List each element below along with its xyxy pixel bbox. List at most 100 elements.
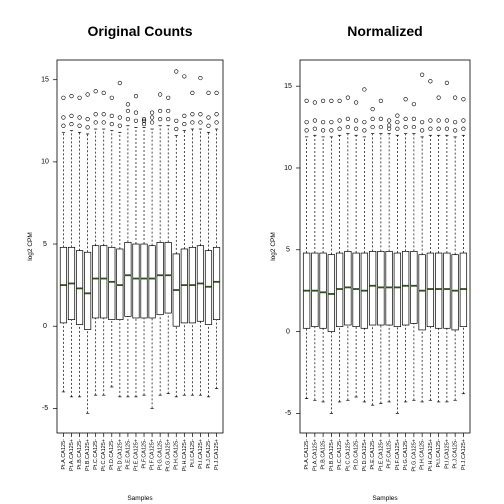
outlier [101, 120, 106, 125]
outlier [158, 108, 163, 114]
outlier [69, 94, 74, 99]
outlier [403, 124, 408, 130]
x-tick-label: Pt.F.CA125- [387, 439, 393, 469]
outlier [354, 100, 359, 105]
outlier [312, 100, 317, 105]
box [319, 252, 327, 329]
outlier [198, 75, 203, 81]
x-tick-label: Pt.E.CA125- [125, 439, 131, 470]
outlier [69, 121, 74, 127]
y-tick-label: 0 [43, 323, 47, 330]
outlier [304, 120, 309, 125]
outlier [362, 120, 367, 125]
outlier [312, 126, 317, 131]
outlier [354, 126, 359, 131]
x-tick-label: Pt.A.CA125- [304, 439, 310, 470]
outlier [133, 118, 139, 123]
box [368, 251, 377, 326]
x-tick-label: Pt.J.CA125- [206, 439, 212, 469]
chart-title: Original Counts [88, 23, 193, 39]
x-tick-label: Pt.A.CA125+ [69, 439, 75, 471]
outlier [329, 120, 334, 125]
y-tick-label: 5 [43, 241, 47, 248]
outlier [436, 95, 441, 100]
outlier [329, 128, 334, 133]
outlier [395, 113, 400, 118]
outlier [362, 128, 367, 133]
box [443, 252, 451, 329]
outlier [214, 120, 219, 125]
y-tick-label: 0 [286, 328, 290, 335]
outlier [329, 98, 334, 103]
x-tick-label: Pt.I.CA125- [436, 439, 442, 468]
outlier [453, 95, 458, 100]
outlier [149, 115, 155, 120]
outlier [93, 112, 98, 117]
x-tick-label: Pt.I.CA125+ [444, 439, 450, 469]
box [108, 246, 116, 320]
box [451, 254, 459, 331]
x-tick-label: Pt.I.CA125- [190, 439, 196, 468]
x-tick-label: Pt.H.CA125- [174, 439, 180, 470]
outlier [174, 118, 179, 123]
box [100, 245, 108, 319]
x-tick-label: Pt.G.CA125+ [411, 439, 417, 472]
outlier [77, 115, 82, 120]
x-axis-label: Samples [372, 495, 398, 502]
outlier [411, 102, 416, 107]
outlier [85, 125, 90, 130]
outlier [174, 69, 179, 74]
outlier [182, 113, 187, 118]
outlier [387, 123, 392, 128]
box [401, 251, 410, 326]
outlier [85, 92, 90, 97]
outlier [206, 123, 211, 128]
outlier [395, 126, 400, 131]
outlier [420, 128, 425, 133]
outlier [453, 120, 458, 125]
outlier [198, 120, 203, 125]
y-tick-label: -5 [285, 410, 291, 417]
box [393, 252, 402, 328]
box [418, 254, 426, 331]
y-tick-label: -5 [42, 405, 48, 412]
outlier [395, 120, 400, 125]
x-tick-label: Pt.J.CA125+ [461, 439, 467, 470]
outlier [190, 120, 195, 125]
x-tick-label: Pt.B.CA125+ [85, 439, 91, 471]
outlier [190, 112, 195, 117]
outlier [370, 116, 375, 121]
outlier [444, 118, 449, 123]
outlier [141, 118, 147, 123]
outlier [174, 126, 179, 132]
outlier [117, 80, 122, 86]
outlier [101, 90, 106, 95]
outlier [444, 80, 449, 86]
x-tick-label: Pt.F.CA125+ [395, 439, 401, 470]
outlier [166, 95, 171, 100]
x-tick-label: Pt.D.CA125- [354, 439, 360, 470]
outlier [362, 87, 367, 92]
box [212, 246, 221, 320]
y-tick-label: 15 [41, 77, 49, 84]
box [148, 245, 156, 319]
outlier [85, 117, 90, 122]
outlier [141, 121, 147, 127]
box [410, 251, 418, 324]
outlier [182, 121, 187, 127]
y-tick-label: 5 [286, 247, 290, 254]
y-tick-label: 15 [284, 83, 292, 90]
outlier [436, 118, 441, 123]
x-tick-label: Pt.J.CA125- [453, 439, 459, 469]
outlier [149, 120, 155, 125]
outlier [461, 97, 466, 102]
outlier [158, 117, 163, 122]
outlier [214, 112, 219, 117]
outlier [420, 120, 425, 125]
plot-frame [299, 59, 471, 434]
outlier [428, 79, 433, 84]
outlier [428, 118, 433, 123]
y-axis-label: log2 CPM [270, 232, 277, 261]
outlier [206, 90, 211, 95]
